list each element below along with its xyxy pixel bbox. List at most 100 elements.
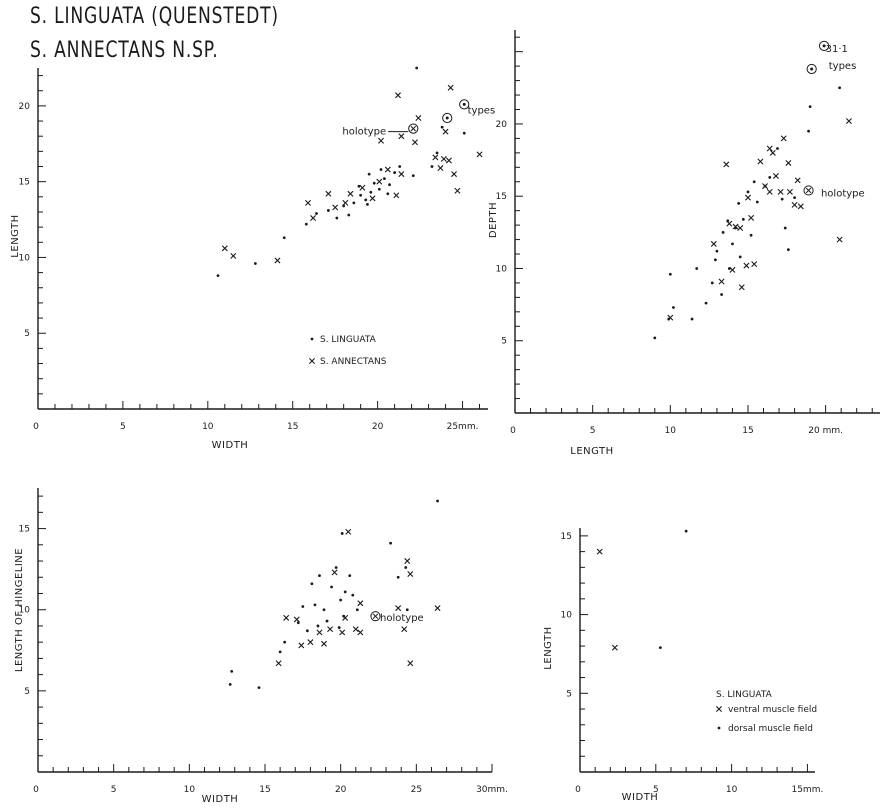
- data-point-dot: [672, 306, 675, 309]
- data-point-cross: [786, 188, 793, 195]
- x-tick-label: 10: [202, 422, 214, 432]
- legend-entry-label: S. LINGUATA: [320, 335, 377, 345]
- data-point-cross: [411, 139, 418, 146]
- data-point-dot: [396, 575, 400, 579]
- cross-stroke: [766, 188, 773, 195]
- cross-stroke: [772, 172, 779, 179]
- data-point-cross: [748, 214, 755, 221]
- data-point-cross: [325, 190, 332, 197]
- y-tick-label: 5: [24, 329, 30, 339]
- data-point-cross: [407, 571, 414, 577]
- data-point-cross: [766, 188, 773, 195]
- cross-stroke: [345, 528, 352, 535]
- data-point-cross: [359, 184, 366, 191]
- data-point-cross: [395, 92, 401, 99]
- data-point-dot: [386, 192, 390, 196]
- cross-stroke: [723, 161, 730, 168]
- data-point-cross: [378, 137, 385, 144]
- cross-stroke: [786, 188, 793, 195]
- data-point-cross: [393, 192, 400, 199]
- data-point-dot: [658, 646, 662, 650]
- cross-stroke: [230, 252, 237, 259]
- cross-stroke: [743, 262, 750, 269]
- x-axis-title: LENGTH: [570, 446, 613, 457]
- data-point-cross: [342, 614, 349, 621]
- data-point-dot: [316, 624, 320, 628]
- data-point-dot: [313, 603, 317, 607]
- cross-stroke: [751, 261, 758, 268]
- cross-stroke: [378, 137, 385, 144]
- data-point-cross: [454, 187, 461, 194]
- cross-stroke: [476, 151, 483, 158]
- data-point-cross: [718, 278, 725, 285]
- data-point-dot: [355, 608, 359, 612]
- data-point-cross: [445, 157, 452, 164]
- cross-stroke: [440, 155, 447, 162]
- legend-entry-label: S. ANNECTANS: [320, 357, 387, 367]
- y-tick-label: 5: [566, 689, 572, 699]
- cross-stroke: [737, 225, 744, 231]
- cross-stroke: [785, 159, 792, 166]
- data-point-dot: [720, 293, 723, 296]
- y-tick-label: 20: [19, 102, 31, 112]
- cross-stroke: [437, 165, 444, 172]
- data-point-cross: [309, 358, 315, 364]
- data-point-dot: [230, 669, 234, 673]
- figure-title-line-1: S. LINGUATA (QUENSTEDT): [30, 4, 279, 29]
- x-tick-label: 30mm.: [476, 785, 508, 795]
- data-point-dot: [348, 574, 352, 578]
- cross-stroke: [407, 660, 414, 667]
- data-point-cross: [357, 600, 364, 607]
- x-tick-label: 20: [335, 785, 347, 795]
- data-point-dot: [653, 336, 657, 340]
- holotype-ring: [803, 185, 814, 196]
- cross-stroke: [797, 203, 804, 210]
- data-point-dot: [334, 566, 338, 569]
- legend-title: S. LINGUATA: [716, 690, 773, 700]
- data-point-cross: [345, 528, 352, 535]
- cross-stroke: [415, 115, 422, 122]
- cross-stroke: [309, 358, 315, 364]
- type-dot: [445, 116, 449, 120]
- data-point-cross: [316, 629, 323, 636]
- cross-stroke: [766, 145, 773, 152]
- chart-panel-muscle-field: 0 5 10 15mm. 5 10 15 WIDTH LENGTH S. LINGUATA vent…: [543, 528, 823, 803]
- y-tick-label: 15: [561, 532, 572, 542]
- annotation-label: holotype: [380, 613, 424, 624]
- y-axis-title: DEPTH: [488, 202, 499, 238]
- data-point-dot: [388, 183, 391, 187]
- data-point-cross: [369, 195, 376, 202]
- series-holotype: [408, 123, 419, 134]
- data-point-dot: [404, 566, 408, 569]
- cross-stroke: [347, 190, 354, 197]
- data-point-dot: [440, 125, 444, 129]
- cross-stroke: [331, 569, 338, 576]
- data-point-cross: [442, 128, 449, 135]
- data-point-dot: [838, 86, 842, 90]
- data-point-holotype: [370, 611, 381, 622]
- x-tick-label: 10: [726, 785, 738, 795]
- data-point-dot: [405, 608, 409, 612]
- data-point-cross: [404, 558, 411, 565]
- cross-stroke: [454, 187, 461, 194]
- data-point-cross: [332, 204, 339, 211]
- data-point-dot: [436, 499, 439, 503]
- data-point-dot: [304, 222, 308, 226]
- data-point-cross: [398, 133, 405, 140]
- data-point-type: [442, 112, 453, 124]
- cross-stroke: [398, 171, 405, 178]
- legend: S. LINGUATA S. ANNECTANS: [309, 335, 387, 367]
- data-point-dot: [721, 230, 725, 234]
- cross-stroke: [307, 639, 314, 646]
- cross-stroke: [732, 223, 739, 230]
- cross-stroke: [445, 157, 452, 164]
- cross-stroke: [310, 215, 317, 222]
- data-point-dot: [369, 190, 373, 194]
- cross-stroke: [352, 626, 359, 633]
- data-point-dot: [776, 147, 779, 150]
- cross-stroke: [748, 214, 755, 221]
- data-point-cross: [726, 220, 733, 227]
- data-point-type: [818, 40, 830, 51]
- data-point-cross: [310, 215, 317, 222]
- cross-stroke: [729, 266, 736, 273]
